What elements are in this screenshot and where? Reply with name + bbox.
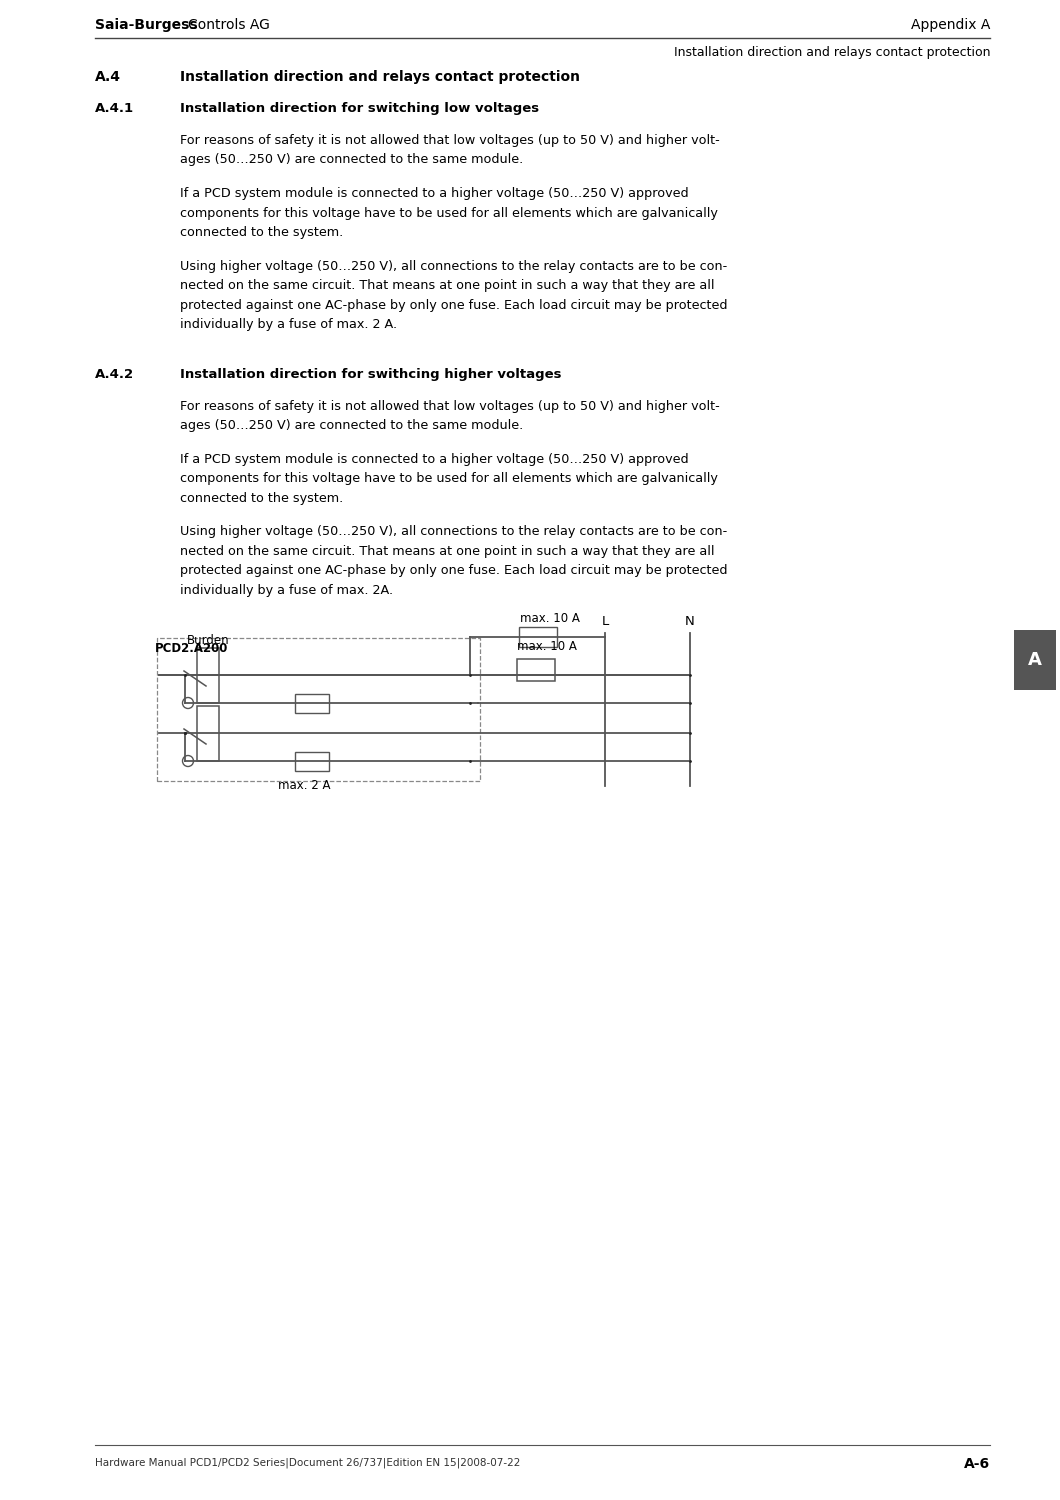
Bar [518,627,557,646]
Text: Using higher voltage (50…250 V), all connections to the relay contacts are to be: Using higher voltage (50…250 V), all con… [180,260,727,273]
Text: Appendix A: Appendix A [911,18,990,32]
Text: individually by a fuse of max. 2A.: individually by a fuse of max. 2A. [180,584,393,597]
Text: Burden: Burden [187,634,230,646]
Text: components for this voltage have to be used for all elements which are galvanica: components for this voltage have to be u… [180,207,718,219]
Text: Saia-Burgess: Saia-Burgess [95,18,197,32]
Text: For reasons of safety it is not allowed that low voltages (up to 50 V) and highe: For reasons of safety it is not allowed … [180,134,720,147]
Text: connected to the system.: connected to the system. [180,226,343,238]
Text: L: L [601,615,608,628]
Bar [197,648,219,702]
Bar [295,752,329,771]
Text: max. 10 A: max. 10 A [519,612,580,626]
Text: A-6: A-6 [964,1456,990,1472]
Text: Using higher voltage (50…250 V), all connections to the relay contacts are to be: Using higher voltage (50…250 V), all con… [180,525,727,538]
Text: N: N [685,615,695,628]
Text: If a PCD system module is connected to a higher voltage (50…250 V) approved: If a PCD system module is connected to a… [180,453,689,465]
Text: For reasons of safety it is not allowed that low voltages (up to 50 V) and highe: For reasons of safety it is not allowed … [180,399,720,412]
Bar [295,693,329,712]
Text: Installation direction and relays contact protection: Installation direction and relays contac… [673,46,990,58]
Text: Installation direction and relays contact protection: Installation direction and relays contac… [180,70,580,84]
Bar [1014,630,1056,690]
Text: max. 2 A: max. 2 A [278,778,331,792]
Text: protected against one AC-phase by only one fuse. Each load circuit may be protec: protected against one AC-phase by only o… [180,298,727,312]
Text: max. 10 A: max. 10 A [517,640,577,652]
Text: A.4.1: A.4.1 [95,102,135,116]
Text: Hardware Manual PCD1/PCD2 Series|Document 26/737|Edition EN 15|2008-07-22: Hardware Manual PCD1/PCD2 Series|Documen… [95,1456,520,1467]
Text: nected on the same circuit. That means at one point in such a way that they are : nected on the same circuit. That means a… [180,279,714,292]
Text: PCD2.A200: PCD2.A200 [155,642,228,656]
Bar [197,705,219,760]
Text: A.4.2: A.4.2 [95,368,135,381]
Text: If a PCD system module is connected to a higher voltage (50…250 V) approved: If a PCD system module is connected to a… [180,188,689,200]
Text: components for this voltage have to be used for all elements which are galvanica: components for this voltage have to be u… [180,472,718,484]
Text: ages (50…250 V) are connected to the same module.: ages (50…250 V) are connected to the sam… [180,153,524,166]
Text: Controls AG: Controls AG [188,18,270,32]
Text: protected against one AC-phase by only one fuse. Each load circuit may be protec: protected against one AC-phase by only o… [180,564,727,578]
Text: ages (50…250 V) are connected to the same module.: ages (50…250 V) are connected to the sam… [180,419,524,432]
Text: individually by a fuse of max. 2 A.: individually by a fuse of max. 2 A. [180,318,398,332]
Bar [517,658,555,681]
Text: connected to the system.: connected to the system. [180,492,343,504]
Text: A.4: A.4 [95,70,121,84]
Text: A: A [1028,651,1042,669]
Bar [157,638,480,782]
Text: Installation direction for swithcing higher voltages: Installation direction for swithcing hig… [180,368,562,381]
Text: nected on the same circuit. That means at one point in such a way that they are : nected on the same circuit. That means a… [180,544,714,558]
Text: Installation direction for switching low voltages: Installation direction for switching low… [180,102,540,116]
